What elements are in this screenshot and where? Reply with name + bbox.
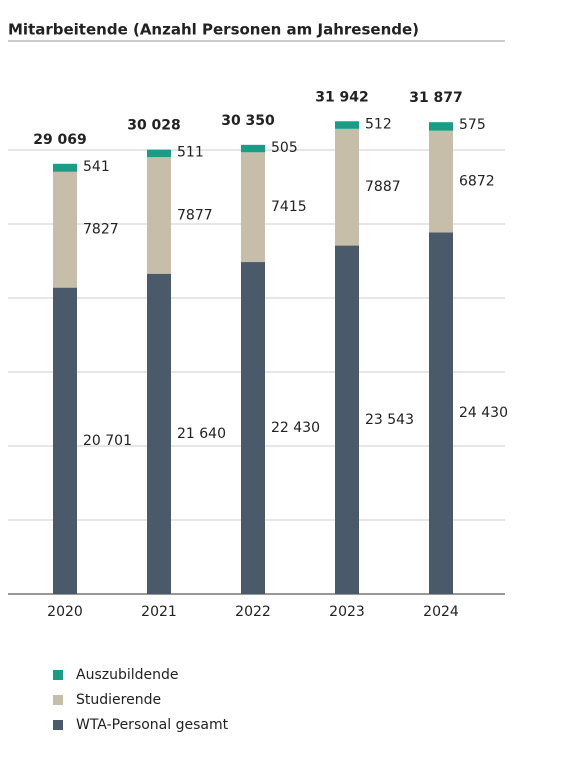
value-label: 6872 [459, 174, 495, 190]
value-label: 20 701 [83, 433, 132, 449]
legend-swatch [53, 720, 63, 730]
value-label: 7887 [365, 179, 401, 195]
x-tick-label: 2022 [235, 604, 271, 620]
x-tick-label: 2023 [329, 604, 365, 620]
value-label: 7415 [271, 199, 307, 215]
value-label: 7877 [177, 207, 213, 223]
value-label: 23 543 [365, 412, 414, 428]
bar-segment [335, 128, 359, 246]
total-label: 31 942 [315, 89, 369, 105]
legend-label: WTA-Personal gesamt [76, 717, 229, 733]
bar-segment [429, 122, 453, 131]
legend-swatch [53, 670, 63, 680]
value-label: 22 430 [271, 420, 320, 436]
x-tick-label: 2024 [423, 604, 459, 620]
legend-label: Studierende [76, 692, 161, 708]
bar-segment [147, 149, 171, 158]
bar-segment [335, 245, 359, 594]
value-label: 24 430 [459, 405, 508, 421]
total-label: 31 877 [409, 90, 463, 106]
value-label: 21 640 [177, 426, 226, 442]
bar-segment [241, 152, 265, 263]
legend-label: Auszubildende [76, 667, 179, 683]
total-label: 30 350 [221, 113, 275, 129]
value-label: 7827 [83, 222, 119, 238]
x-tick-label: 2020 [47, 604, 83, 620]
bar-segment [53, 171, 77, 288]
value-label: 541 [83, 159, 110, 175]
bar-segment [53, 287, 77, 594]
bar-segment [429, 130, 453, 233]
bar-segment [147, 273, 171, 594]
chart-title: Mitarbeitende (Anzahl Personen am Jahres… [8, 21, 419, 39]
legend-swatch [53, 695, 63, 705]
total-label: 30 028 [127, 118, 181, 134]
value-label: 512 [365, 116, 392, 132]
total-label: 29 069 [33, 132, 87, 148]
value-label: 511 [177, 145, 204, 161]
value-label: 575 [459, 117, 486, 133]
x-tick-label: 2021 [141, 604, 177, 620]
bar-segment [147, 157, 171, 274]
bar-segment [429, 232, 453, 594]
bar-segment [335, 121, 359, 129]
bar-segment [241, 144, 265, 153]
value-label: 505 [271, 140, 298, 156]
bar-segment [53, 163, 77, 172]
bar-segment [241, 262, 265, 594]
